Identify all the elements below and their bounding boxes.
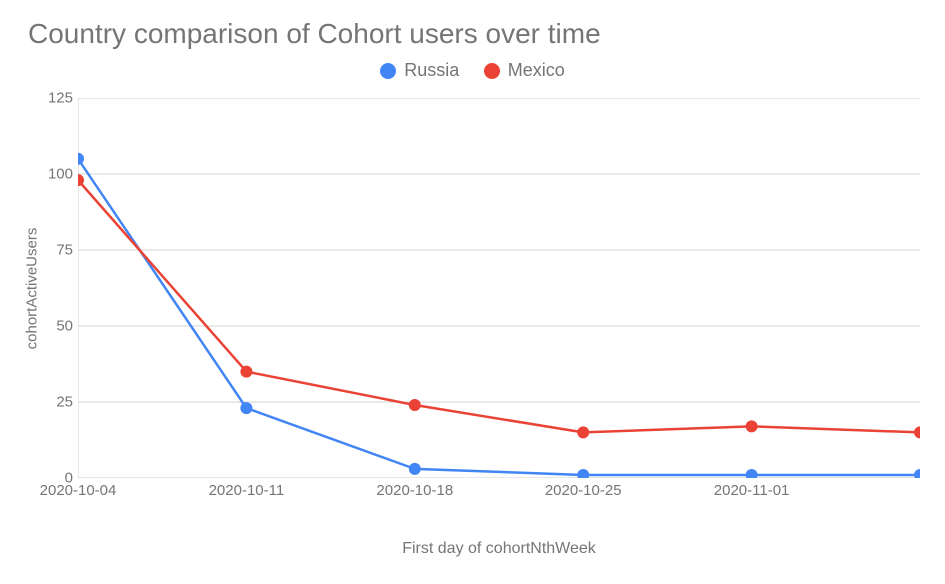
chart-legend: Russia Mexico: [0, 60, 945, 84]
plot-svg: [78, 98, 920, 478]
x-axis-label: First day of cohortNthWeek: [78, 540, 920, 558]
ytick-75: 75: [23, 242, 73, 259]
legend-label-russia: Russia: [404, 60, 459, 81]
ytick-125: 125: [23, 90, 73, 107]
legend-item-russia[interactable]: Russia: [380, 60, 459, 81]
xtick-2: 2020-10-18: [376, 482, 453, 499]
ytick-100: 100: [23, 166, 73, 183]
xtick-3: 2020-10-25: [545, 482, 622, 499]
chart-container: Country comparison of Cohort users over …: [0, 0, 945, 584]
ytick-50: 50: [23, 318, 73, 335]
ytick-25: 25: [23, 394, 73, 411]
xtick-1: 2020-10-11: [209, 482, 285, 499]
chart-title: Country comparison of Cohort users over …: [28, 18, 601, 50]
y-axis-label-container: cohortActiveUsers: [22, 98, 42, 478]
legend-swatch-mexico: [484, 63, 500, 79]
plot-area: [78, 98, 920, 478]
legend-item-mexico[interactable]: Mexico: [484, 60, 565, 81]
legend-label-mexico: Mexico: [508, 60, 565, 81]
xtick-4: 2020-11-01: [714, 482, 790, 499]
legend-swatch-russia: [380, 63, 396, 79]
xtick-0: 2020-10-04: [40, 482, 117, 499]
